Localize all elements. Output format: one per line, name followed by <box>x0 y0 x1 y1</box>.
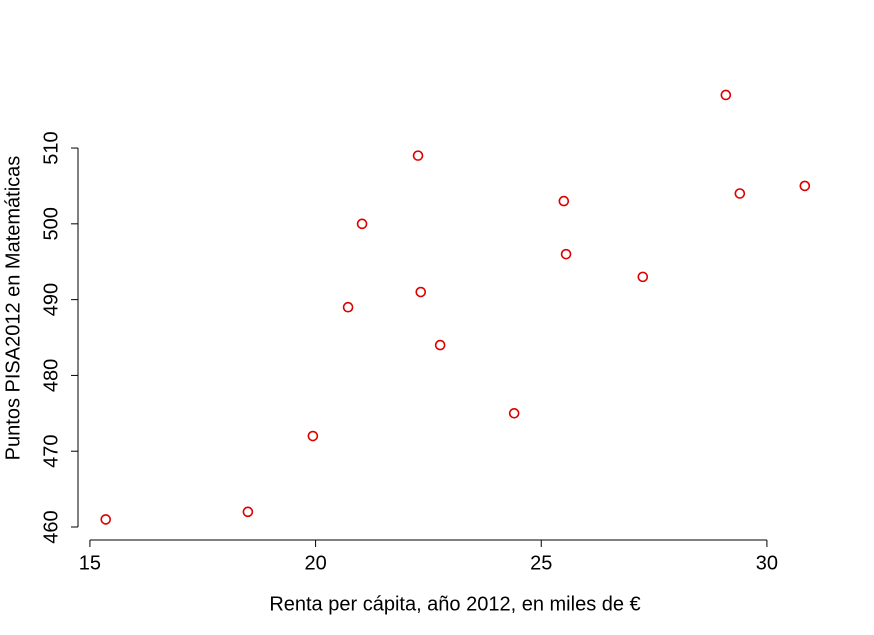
x-tick-label: 20 <box>304 552 326 574</box>
x-tick-label: 15 <box>79 552 101 574</box>
x-tick-label: 30 <box>756 552 778 574</box>
y-axis-title: Puntos PISA2012 en Matemáticas <box>2 156 24 461</box>
y-tick-label: 470 <box>40 435 62 468</box>
point <box>415 286 427 298</box>
x-tick-label: 25 <box>530 552 552 574</box>
point <box>560 248 572 260</box>
x-axis-title: Renta per cápita, año 2012, en miles de … <box>269 593 640 615</box>
point <box>356 218 368 230</box>
point <box>307 430 319 442</box>
point <box>558 195 570 207</box>
point <box>799 180 811 192</box>
y-tick-label: 500 <box>40 207 62 240</box>
point <box>434 339 446 351</box>
y-tick-label: 510 <box>40 131 62 164</box>
point <box>342 301 354 313</box>
point <box>720 89 732 101</box>
y-tick-label: 480 <box>40 359 62 392</box>
point <box>412 150 424 161</box>
point <box>637 271 649 283</box>
y-tick-label: 490 <box>40 283 62 316</box>
point <box>508 408 520 419</box>
point <box>734 188 746 199</box>
y-tick-label: 460 <box>40 510 62 543</box>
point <box>100 514 112 525</box>
point <box>242 506 254 518</box>
